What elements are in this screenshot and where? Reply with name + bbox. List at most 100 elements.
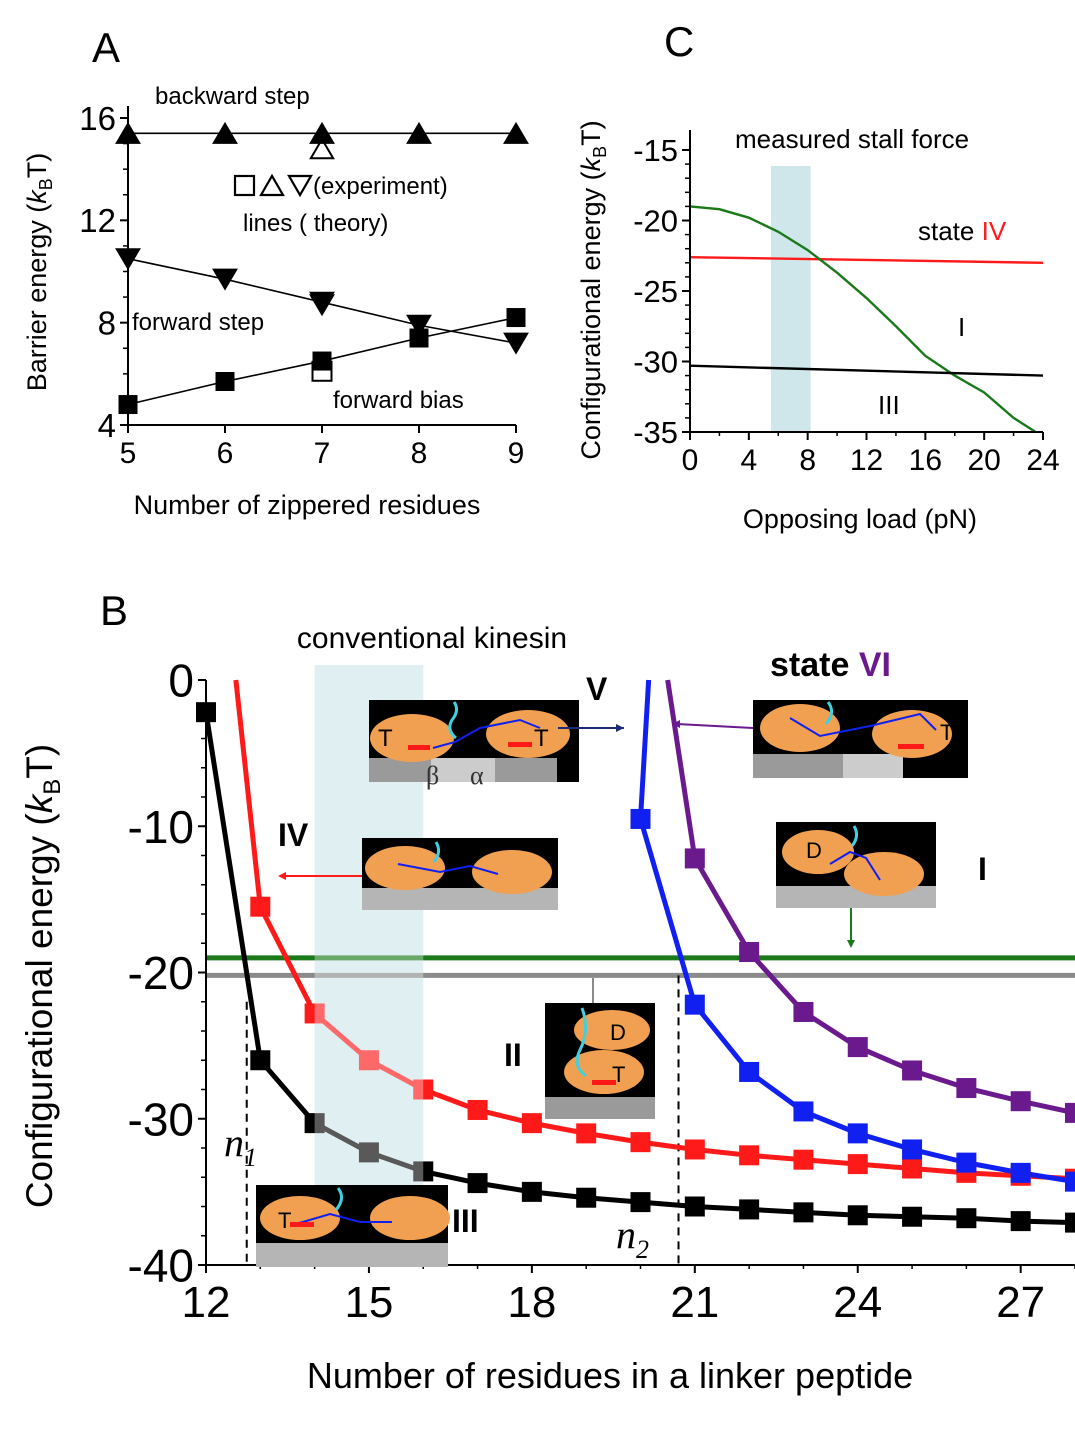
panel-a-ylabel: Barrier energy (kBT) xyxy=(22,153,56,392)
panel-label-c: C xyxy=(664,18,694,65)
panel-a-label-backward: backward step xyxy=(155,83,310,110)
panel-b-point-state-iv xyxy=(413,1079,434,1100)
panel-b-point-state-iii xyxy=(739,1199,760,1220)
panel-a-x-tick-label: 8 xyxy=(411,437,428,470)
panel-b-point-state-v xyxy=(684,994,705,1015)
inset-t-left: T xyxy=(378,725,393,752)
panel-a-experiment-point xyxy=(311,360,333,382)
panel-b-point-state-iii xyxy=(1065,1212,1075,1233)
panel-label-a: A xyxy=(92,24,120,71)
panel-b-line-state-v xyxy=(638,679,1075,1185)
panel-c-x-tick-label: 16 xyxy=(909,444,942,477)
panel-a-point-backward-step xyxy=(503,121,529,144)
panel-a-point-forward-step xyxy=(309,291,335,314)
panel-c-y-tick-label: -30 xyxy=(633,345,678,380)
panel-b-point-state-iii xyxy=(847,1205,868,1226)
panel-b-x-tick-label: 21 xyxy=(670,1278,719,1327)
panel-a-x-tick-label: 7 xyxy=(314,437,331,470)
panel-a-y-tick-label: 4 xyxy=(98,407,116,444)
panel-c-xlabel: Opposing load (pN) xyxy=(743,504,977,534)
inset-kinesin-bound-two-heads: T T β α xyxy=(369,700,579,790)
inset-alpha: α xyxy=(470,761,484,790)
panel-b-point-state-iv xyxy=(847,1154,868,1175)
panel-a-y-tick-label: 16 xyxy=(79,100,116,137)
panel-b-point-state-v xyxy=(956,1152,977,1173)
panel-a-point-forward-step xyxy=(212,268,238,291)
panel-c-y-tick-label: -20 xyxy=(633,204,678,239)
panel-c-label-iii: III xyxy=(878,390,900,420)
panel-b-point-state-iii xyxy=(413,1161,434,1182)
panel-b-point-state-v xyxy=(902,1139,923,1160)
panel-b-y-tick-label: -40 xyxy=(128,1240,194,1292)
panel-c-line-state-i xyxy=(689,205,1037,434)
panel-b-point-state-vi xyxy=(793,1001,814,1022)
panel-b-point-state-iv xyxy=(576,1123,597,1144)
panel-a-y-tick-label: 12 xyxy=(79,202,116,239)
panel-b-y-tick-label: -20 xyxy=(128,947,194,999)
panel-b-point-state-iii xyxy=(521,1181,542,1202)
panel-b-label-ii: II xyxy=(504,1037,522,1073)
panel-a-experiment-point xyxy=(309,137,335,160)
panel-a-x-tick-label: 6 xyxy=(217,437,234,470)
panel-c-line-state-iv xyxy=(689,255,1044,264)
inset-ii-t: T xyxy=(612,1062,625,1087)
panel-b-label-v: V xyxy=(586,671,608,707)
panel-b-point-state-iv xyxy=(902,1158,923,1179)
stall-force-band xyxy=(770,166,811,432)
panel-b-y-tick-label: -30 xyxy=(128,1093,194,1145)
panel-b-point-state-iv xyxy=(684,1139,705,1160)
panel-b-point-state-iii xyxy=(1010,1211,1031,1232)
panel-b-label-iii: III xyxy=(452,1203,479,1239)
panel-b-point-state-vi xyxy=(902,1060,923,1081)
arrow-to-vi xyxy=(676,723,754,729)
panel-b-point-state-v xyxy=(1065,1171,1075,1192)
panel-b-point-state-iv xyxy=(739,1145,760,1166)
panel-b-y-tick-label: -10 xyxy=(128,801,194,853)
panel-label-b: B xyxy=(100,587,128,634)
inset-state-iii: T xyxy=(256,1185,450,1267)
panel-b-point-state-iv xyxy=(358,1050,379,1071)
inset-state-i: D xyxy=(776,822,936,908)
panel-a-point-forward-bias xyxy=(215,372,235,392)
panel-b-point-state-iii xyxy=(630,1192,651,1213)
panel-b-point-state-iii xyxy=(576,1187,597,1208)
panel-b-label-vi: state VI xyxy=(770,646,891,684)
panel-b-point-state-iii xyxy=(358,1142,379,1163)
panel-b-x-tick-label: 12 xyxy=(182,1278,231,1327)
panel-a-y-tick-label: 8 xyxy=(98,305,116,342)
panel-b-point-state-v xyxy=(793,1101,814,1122)
panel-b-label-n2: n2 xyxy=(616,1212,649,1264)
panel-c-label-i: I xyxy=(958,312,965,342)
inset-vi-t: T xyxy=(940,720,953,745)
panel-b-point-state-iii xyxy=(902,1206,923,1227)
panel-a: 5 6 7 8 9 4 8 12 16 backward step forward step f… xyxy=(22,83,529,520)
panel-a-x-tick-label: 5 xyxy=(120,437,137,470)
panel-c-ylabel: Configurational energy (kBT) xyxy=(576,120,610,459)
panel-b-x-tick-label: 18 xyxy=(507,1278,556,1327)
panel-a-point-forward-step xyxy=(503,332,529,355)
panel-b-label-n1: n1 xyxy=(224,1120,257,1172)
inset-ii-d: D xyxy=(610,1020,626,1045)
panel-a-xlabel: Number of zippered residues xyxy=(134,490,481,520)
panel-a-label-forward-bias: forward bias xyxy=(333,387,464,414)
inset-t-right: T xyxy=(534,725,549,752)
inset-i-d: D xyxy=(806,838,822,863)
panel-a-experiment-point xyxy=(309,294,335,317)
panel-c-x-tick-label: 20 xyxy=(967,444,1000,477)
panel-b-point-state-iv xyxy=(467,1099,488,1120)
panel-b-point-state-iv xyxy=(630,1132,651,1153)
panel-c-y-tick-label: -25 xyxy=(633,274,678,309)
panel-b-point-state-iv xyxy=(521,1113,542,1134)
panel-b-point-state-v xyxy=(630,808,651,829)
panel-a-point-backward-step xyxy=(309,121,335,144)
panel-b-point-state-iii xyxy=(467,1173,488,1194)
panel-b-point-state-vi xyxy=(1010,1091,1031,1112)
panel-b-point-state-iv xyxy=(793,1149,814,1170)
panel-b-x-tick-label: 15 xyxy=(344,1278,393,1327)
panel-b-point-state-vi xyxy=(1065,1102,1075,1123)
experiment-legend-markers xyxy=(233,173,313,198)
panel-b-x-tick-label: 24 xyxy=(833,1278,882,1327)
panel-b-point-state-iii xyxy=(956,1208,977,1229)
panel-c-line-state-iii xyxy=(689,364,1044,377)
